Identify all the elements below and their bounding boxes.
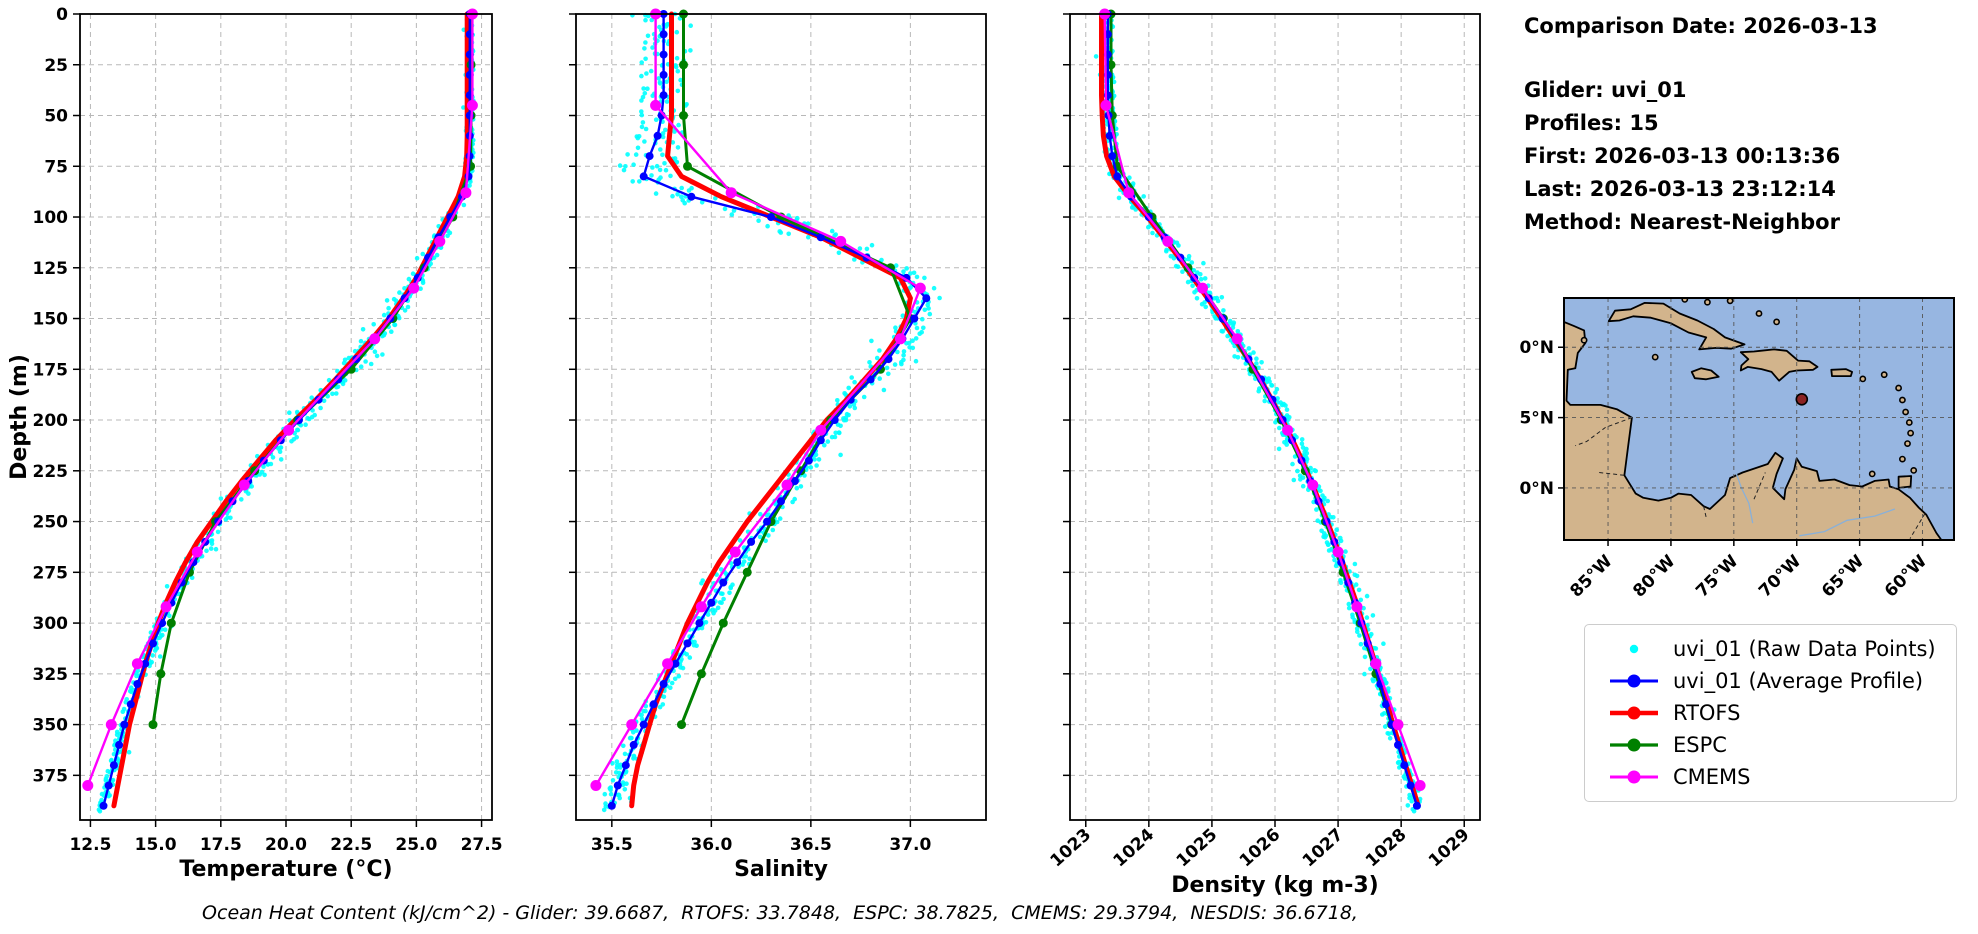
glider-name-text: Glider: uvi_01 bbox=[1524, 78, 1687, 102]
svg-text:Density (kg m-3): Density (kg m-3) bbox=[1171, 873, 1379, 898]
svg-text:25.0: 25.0 bbox=[395, 835, 437, 855]
legend-label: uvi_01 (Raw Data Points) bbox=[1673, 637, 1936, 661]
glider-location-marker bbox=[1795, 393, 1809, 406]
method-text: Method: Nearest-Neighbor bbox=[1524, 210, 1840, 234]
location-map: 85°W 80°W 75°W 70°W 65°W 60°W 20°N 15°N 10°N bbox=[1520, 297, 1955, 602]
svg-text:350: 350 bbox=[33, 716, 69, 736]
ocean-heat-content-caption: Ocean Heat Content (kJ/cm^2) - Glider: 3… bbox=[202, 902, 1358, 924]
svg-text:250: 250 bbox=[33, 513, 69, 533]
rtofs-swatch-icon bbox=[1610, 706, 1658, 720]
svg-text:22.5: 22.5 bbox=[330, 835, 372, 855]
svg-text:15.0: 15.0 bbox=[135, 835, 177, 855]
svg-text:150: 150 bbox=[33, 310, 69, 330]
svg-text:1024: 1024 bbox=[1110, 825, 1159, 872]
comparison-date-text: Comparison Date: 2026-03-13 bbox=[1524, 14, 1878, 38]
legend-item-rtofs: RTOFS bbox=[1605, 701, 1936, 725]
svg-text:175: 175 bbox=[33, 360, 69, 380]
svg-text:15°N: 15°N bbox=[1520, 409, 1554, 429]
cmems-swatch-icon bbox=[1610, 770, 1658, 784]
svg-text:225: 225 bbox=[33, 462, 69, 482]
svg-text:1026: 1026 bbox=[1236, 825, 1285, 872]
svg-text:275: 275 bbox=[33, 563, 69, 583]
svg-text:0: 0 bbox=[56, 5, 68, 25]
svg-text:1025: 1025 bbox=[1173, 825, 1222, 872]
legend: uvi_01 (Raw Data Points) uvi_01 (Average… bbox=[1584, 624, 1957, 802]
average-profile-swatch-icon bbox=[1610, 674, 1658, 688]
svg-text:325: 325 bbox=[33, 665, 69, 685]
svg-text:200: 200 bbox=[33, 411, 69, 431]
legend-item-espc: ESPC bbox=[1605, 733, 1936, 757]
svg-text:17.5: 17.5 bbox=[200, 835, 242, 855]
espc-swatch-icon bbox=[1610, 738, 1658, 752]
svg-text:20.0: 20.0 bbox=[265, 835, 307, 855]
svg-text:65°W: 65°W bbox=[1818, 551, 1868, 601]
svg-text:10°N: 10°N bbox=[1520, 479, 1554, 499]
svg-text:100: 100 bbox=[33, 208, 69, 228]
svg-text:1029: 1029 bbox=[1425, 825, 1474, 872]
svg-text:Depth (m): Depth (m) bbox=[7, 354, 32, 480]
density-profile-plot: 1023 1024 1025 1026 1027 1028 1029 Density (kg … bbox=[1047, 8, 1481, 898]
svg-text:36.0: 36.0 bbox=[690, 835, 732, 855]
legend-label: CMEMS bbox=[1673, 765, 1751, 789]
first-profile-time-text: First: 2026-03-13 00:13:36 bbox=[1524, 144, 1841, 168]
svg-text:Salinity: Salinity bbox=[734, 857, 828, 882]
svg-text:75: 75 bbox=[44, 157, 68, 177]
svg-text:300: 300 bbox=[33, 614, 69, 634]
svg-text:85°W: 85°W bbox=[1566, 551, 1616, 601]
svg-text:60°W: 60°W bbox=[1881, 551, 1931, 601]
svg-text:70°W: 70°W bbox=[1755, 551, 1805, 601]
info-panel: Comparison Date: 2026-03-13 Glider: uvi_… bbox=[1524, 10, 1878, 239]
svg-text:50: 50 bbox=[44, 107, 68, 127]
svg-text:75°W: 75°W bbox=[1692, 551, 1742, 601]
legend-item-raw-points: uvi_01 (Raw Data Points) bbox=[1605, 637, 1936, 661]
svg-text:27.5: 27.5 bbox=[461, 835, 503, 855]
legend-label: uvi_01 (Average Profile) bbox=[1673, 669, 1924, 693]
svg-text:1027: 1027 bbox=[1299, 825, 1348, 872]
svg-text:20°N: 20°N bbox=[1520, 338, 1554, 358]
svg-text:80°W: 80°W bbox=[1629, 551, 1679, 601]
profiles-count-text: Profiles: 15 bbox=[1524, 111, 1659, 135]
svg-text:Temperature (°C): Temperature (°C) bbox=[179, 857, 392, 882]
svg-text:37.0: 37.0 bbox=[889, 835, 931, 855]
svg-text:36.5: 36.5 bbox=[790, 835, 832, 855]
temperature-profile-plot: 12.5 15.0 17.5 20.0 22.5 25.0 27.5 0 25 50 75 100 12… bbox=[7, 5, 503, 882]
raw-points-swatch-icon bbox=[1629, 644, 1639, 654]
legend-label: RTOFS bbox=[1673, 701, 1741, 725]
last-profile-time-text: Last: 2026-03-13 23:12:14 bbox=[1524, 177, 1836, 201]
svg-text:35.5: 35.5 bbox=[591, 835, 633, 855]
legend-label: ESPC bbox=[1673, 733, 1727, 757]
svg-text:1028: 1028 bbox=[1362, 825, 1411, 872]
svg-text:12.5: 12.5 bbox=[69, 835, 111, 855]
svg-text:25: 25 bbox=[44, 56, 68, 76]
svg-text:375: 375 bbox=[33, 766, 69, 786]
info-spacer bbox=[1524, 43, 1878, 74]
svg-text:125: 125 bbox=[33, 259, 69, 279]
legend-item-cmems: CMEMS bbox=[1605, 765, 1936, 789]
legend-item-average-profile: uvi_01 (Average Profile) bbox=[1605, 669, 1936, 693]
svg-text:1023: 1023 bbox=[1047, 825, 1096, 872]
salinity-profile-plot: 35.5 36.0 36.5 37.0 Salinity bbox=[569, 8, 987, 882]
